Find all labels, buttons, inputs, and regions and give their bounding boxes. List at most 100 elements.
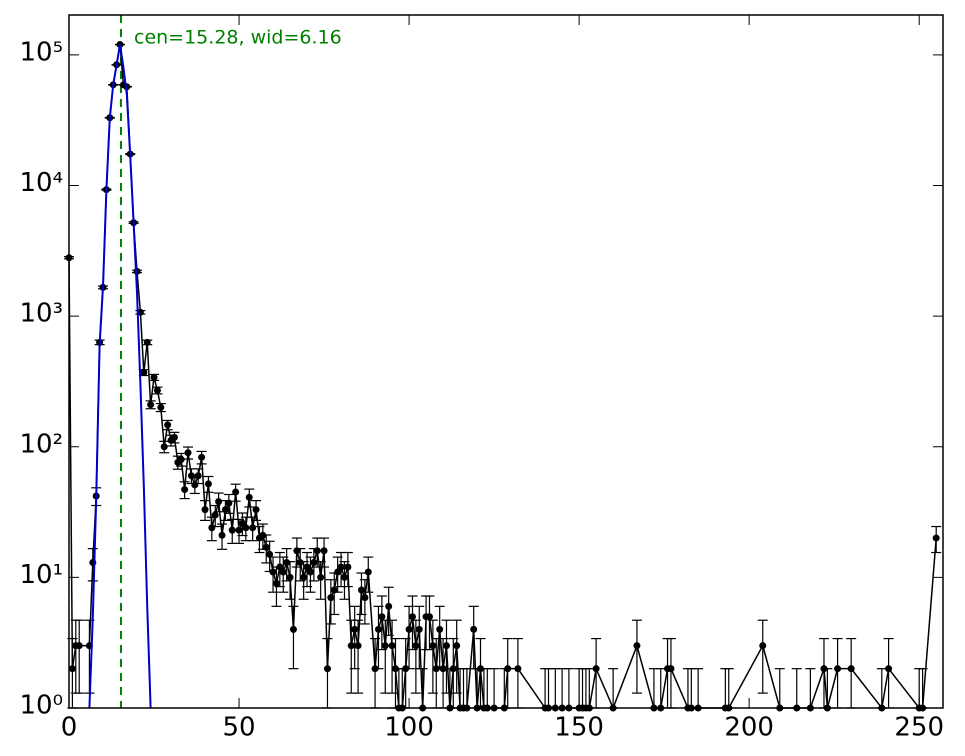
- data-point: [429, 642, 437, 650]
- data-point: [184, 449, 192, 457]
- x-tick-label: 50: [222, 713, 255, 743]
- data-point: [514, 665, 522, 673]
- data-point: [412, 642, 420, 650]
- data-point: [381, 642, 389, 650]
- data-point: [320, 547, 328, 555]
- x-tick-label: 100: [384, 713, 434, 743]
- data-point: [194, 472, 202, 480]
- data-point: [208, 524, 216, 532]
- data-point: [68, 665, 76, 673]
- data-point: [439, 665, 447, 673]
- plot-area: [69, 15, 943, 708]
- data-point: [415, 625, 423, 633]
- fit-line: [88, 44, 152, 709]
- x-tick-label: 200: [724, 713, 774, 743]
- data-point: [242, 524, 250, 532]
- data-point: [187, 472, 195, 480]
- data-point: [211, 511, 219, 519]
- data-point: [181, 486, 189, 494]
- data-point: [405, 625, 413, 633]
- data-point: [157, 403, 165, 411]
- data-point: [296, 558, 304, 566]
- data-point: [221, 506, 229, 514]
- plot-frame: [68, 14, 944, 709]
- data-point: [351, 625, 359, 633]
- data-point: [286, 573, 294, 581]
- data-point: [164, 421, 172, 429]
- data-point: [232, 488, 240, 496]
- data-point: [470, 625, 478, 633]
- data-point: [408, 613, 416, 621]
- data-point: [266, 550, 274, 558]
- data-point: [592, 665, 600, 673]
- y-tick-label: 10⁵: [19, 37, 63, 67]
- data-point: [442, 642, 450, 650]
- data-point: [252, 506, 260, 514]
- x-tick-label: 250: [894, 713, 944, 743]
- data-point: [667, 665, 675, 673]
- data-point: [932, 534, 940, 542]
- data-point: [378, 613, 386, 621]
- data-point: [235, 526, 243, 534]
- y-tick-label: 10²: [19, 429, 63, 459]
- data-point: [289, 625, 297, 633]
- y-tick-label: 10¹: [19, 560, 63, 590]
- data-point: [313, 547, 321, 555]
- data-point: [303, 563, 311, 571]
- data-point: [834, 665, 842, 673]
- y-tick-label: 10⁰: [19, 691, 63, 721]
- y-tick-label: 10³: [19, 299, 63, 329]
- data-point: [245, 493, 253, 501]
- data-point: [147, 401, 155, 409]
- data-point: [310, 558, 318, 566]
- data-point: [191, 481, 199, 489]
- data-point: [201, 506, 209, 514]
- data-point: [323, 665, 331, 673]
- data-point: [160, 443, 168, 451]
- data-point: [262, 543, 270, 551]
- data-point: [425, 613, 433, 621]
- data-point: [198, 453, 206, 461]
- data-point: [504, 665, 512, 673]
- data-point: [334, 568, 342, 576]
- data-point: [357, 586, 365, 594]
- annotation: cen=15.28, wid=6.16: [134, 27, 342, 49]
- data-point: [272, 579, 280, 587]
- data-point: [340, 573, 348, 581]
- data-point: [453, 642, 461, 650]
- data-point: [449, 665, 457, 673]
- data-point: [388, 642, 396, 650]
- data-point: [364, 568, 372, 576]
- data-point: [143, 338, 151, 346]
- data-point: [283, 558, 291, 566]
- x-tick-label: 0: [61, 713, 78, 743]
- data-point: [279, 568, 287, 576]
- data-point: [306, 568, 314, 576]
- data-point: [436, 625, 444, 633]
- data-point: [317, 573, 325, 581]
- data-point: [170, 433, 178, 441]
- data-point: [354, 642, 362, 650]
- data-point: [215, 498, 223, 506]
- data-point: [847, 665, 855, 673]
- data-point: [361, 594, 369, 602]
- data-point: [337, 563, 345, 571]
- data-point: [885, 665, 893, 673]
- data-point: [347, 642, 355, 650]
- data-point: [300, 573, 308, 581]
- data-point: [150, 373, 158, 381]
- data-point: [204, 480, 212, 488]
- data-point: [385, 602, 393, 610]
- data-point: [374, 625, 382, 633]
- data-point: [225, 499, 233, 507]
- data-point: [140, 369, 148, 377]
- data-point: [344, 563, 352, 571]
- data-point: [327, 594, 335, 602]
- data-point: [633, 642, 641, 650]
- y-tick-label: 10⁴: [19, 168, 63, 198]
- data-point: [75, 642, 83, 650]
- data-point: [177, 455, 185, 463]
- data-point: [218, 531, 226, 539]
